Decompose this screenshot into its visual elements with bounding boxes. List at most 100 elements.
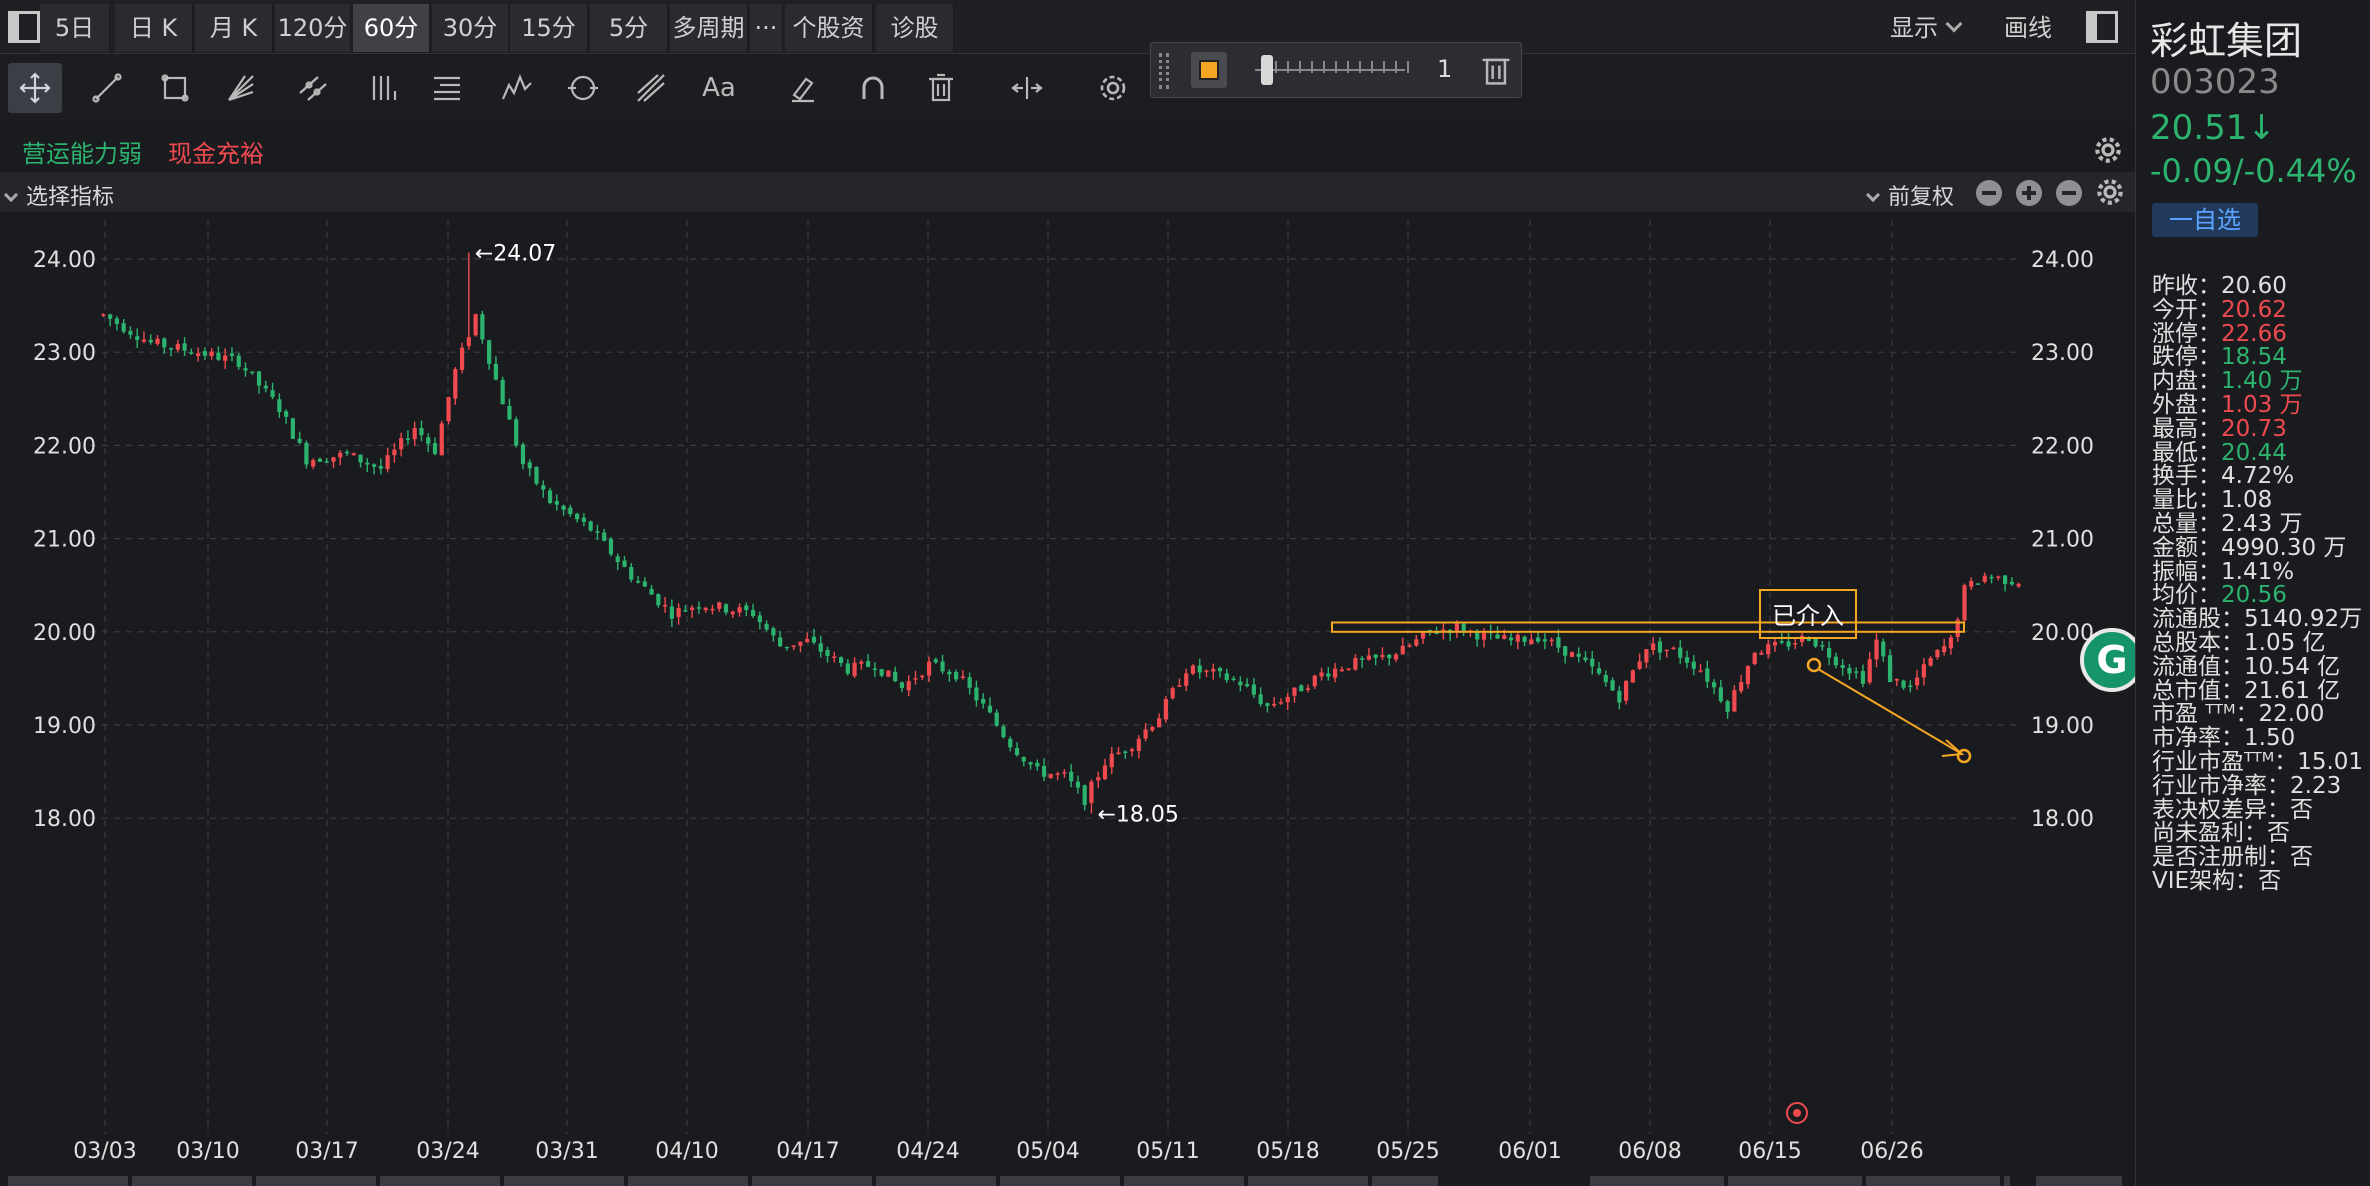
line-tool-icon[interactable] (80, 63, 134, 113)
cycle-tool-icon[interactable] (556, 63, 610, 113)
stock-tags-row: 营运能力弱 现金充裕 (0, 128, 2135, 168)
info-row: 尚未盈利：否 (2152, 813, 2290, 847)
bottom-tab-more[interactable] (2036, 1176, 2122, 1186)
fan-tool-icon[interactable] (214, 63, 268, 113)
candle-body (967, 677, 972, 688)
select-indicator-dropdown[interactable]: 选择指标 (3, 179, 114, 211)
tags-settings-gear-icon[interactable] (2094, 136, 2122, 168)
tab-4[interactable]: 60分 (353, 4, 430, 52)
info-row: 跌停：18.54 (2152, 337, 2287, 371)
candle-body (1332, 668, 1338, 678)
tab-10[interactable]: 个股资料 (785, 4, 873, 90)
draw-line-button[interactable]: 画线 (2004, 4, 2052, 52)
candle-body (1170, 688, 1175, 699)
candle-body (933, 659, 938, 663)
info-value: 否 (2290, 844, 2313, 871)
info-label: 是否注册制： (2152, 844, 2290, 871)
x-axis: 03/03 03/10 03/17 03/24 03/31 04/10 04/17 04/24… (73, 1139, 1923, 1164)
candle-body (1380, 654, 1385, 657)
bottom-tabs-right[interactable] (1590, 1176, 2010, 1186)
annotation-anchor[interactable] (1806, 657, 1822, 673)
delete-drawing-icon[interactable] (1477, 51, 1517, 91)
remove-watchlist-button[interactable]: 一自选 (2152, 203, 2258, 237)
candle-body (676, 608, 681, 618)
indicator-settings-gear-icon[interactable] (2096, 178, 2124, 210)
candle-body (1481, 632, 1487, 640)
tag-operation-weak[interactable]: 营运能力弱 (22, 140, 142, 168)
minus-circle-icon[interactable] (1976, 180, 2002, 206)
magnet-tool-icon[interactable] (846, 63, 900, 113)
tab-11[interactable]: 诊股 (876, 4, 954, 52)
candle-body (886, 670, 891, 677)
horizontal-lines-tool-icon[interactable] (420, 63, 474, 113)
pitchfork-tool-icon[interactable] (624, 63, 678, 113)
tab-2[interactable]: 月 K (195, 4, 273, 52)
line-style-panel: 1 (1150, 42, 1522, 98)
tab-6[interactable]: 15分 (510, 4, 588, 52)
info-label: 内盘： (2152, 368, 2221, 395)
resistance-box[interactable] (1331, 621, 1965, 633)
candle-body (811, 636, 817, 643)
rectangle-tool-icon[interactable] (148, 63, 202, 113)
stock-info-panel: 彩虹集团 003023 20.51↓ -0.09/-0.44% 一自选 昨收：2… (2135, 0, 2370, 1186)
wave-tool-icon[interactable] (490, 63, 544, 113)
trash-tool-icon[interactable] (914, 63, 968, 113)
panel-toggle-icon[interactable] (2086, 11, 2118, 43)
drag-handle-icon[interactable] (1159, 53, 1169, 89)
candle-body (507, 405, 512, 420)
resize-tool-icon[interactable] (1000, 63, 1054, 113)
color-picker-button[interactable] (1191, 52, 1227, 88)
text-tool-icon[interactable]: Aa (702, 73, 736, 103)
info-row: 市净率：1.50 (2152, 718, 2295, 752)
tag-cash-rich[interactable]: 现金充裕 (168, 140, 264, 168)
assistant-g-badge[interactable]: G (2080, 628, 2144, 692)
adjust-mode-dropdown[interactable]: 前复权 (1865, 179, 1954, 211)
tab-5[interactable]: 30分 (432, 4, 509, 52)
slider-thumb[interactable] (1261, 55, 1273, 85)
candle-body (1894, 678, 1899, 681)
info-value: 4.72% (2221, 463, 2295, 490)
low-price-label: ←18.05 (1097, 803, 1178, 828)
candlestick-chart[interactable]: 24.00 23.00 22.00 21.00 20.00 19.00 18.00 24.0… (0, 212, 2135, 1176)
layout-toggle-icon[interactable] (8, 11, 40, 43)
candle-body (723, 604, 729, 613)
vertical-lines-tool-icon[interactable] (356, 63, 410, 113)
info-label: 市盈 ᵀᵀᴹ： (2152, 701, 2259, 728)
candle-body (1691, 661, 1696, 669)
info-value: 21.61 亿 (2244, 677, 2341, 704)
candle-body (1427, 630, 1432, 632)
channel-tool-icon[interactable] (286, 63, 340, 113)
candle-body (1502, 635, 1507, 639)
candle-body (913, 678, 918, 680)
annotation-target[interactable] (1956, 748, 1972, 764)
bottom-tabs-left[interactable] (8, 1176, 1438, 1186)
eraser-tool-icon[interactable] (776, 63, 830, 113)
event-marker-icon[interactable] (1786, 1102, 1808, 1124)
candle-body (1041, 765, 1047, 777)
info-value: 2.23 (2290, 772, 2342, 799)
y-tick-label-left: 22.00 (33, 434, 96, 459)
tab-0[interactable]: 5日 (40, 4, 110, 52)
tab-1[interactable]: 日 K (115, 4, 193, 52)
tab-9[interactable]: ··· (750, 4, 783, 52)
candle-body (2009, 581, 2014, 585)
tab-3[interactable]: 120分 (275, 4, 351, 52)
candle-body (879, 669, 884, 676)
candle-body (1245, 684, 1250, 687)
settings-gear-icon[interactable] (1086, 63, 1140, 113)
candle-body (229, 353, 235, 356)
info-row: 涨停：22.66 (2152, 314, 2287, 348)
info-value: 20.56 (2221, 582, 2287, 609)
info-label: 总量： (2152, 511, 2221, 537)
candle-body (1590, 658, 1595, 667)
crosshair-tool-icon[interactable] (8, 63, 62, 113)
tab-7[interactable]: 5分 (590, 4, 668, 52)
collapse-circle-icon[interactable] (2056, 180, 2082, 206)
annotation-callout-box[interactable] (1759, 589, 1857, 639)
display-menu[interactable]: 显示 (1890, 4, 1963, 52)
tab-8[interactable]: 多周期 (670, 4, 748, 52)
plus-circle-icon[interactable] (2016, 180, 2042, 206)
candle-body (1434, 632, 1439, 634)
candle-body (757, 615, 762, 623)
info-row: 市盈 ᵀᵀᴹ：22.00 (2152, 694, 2324, 728)
